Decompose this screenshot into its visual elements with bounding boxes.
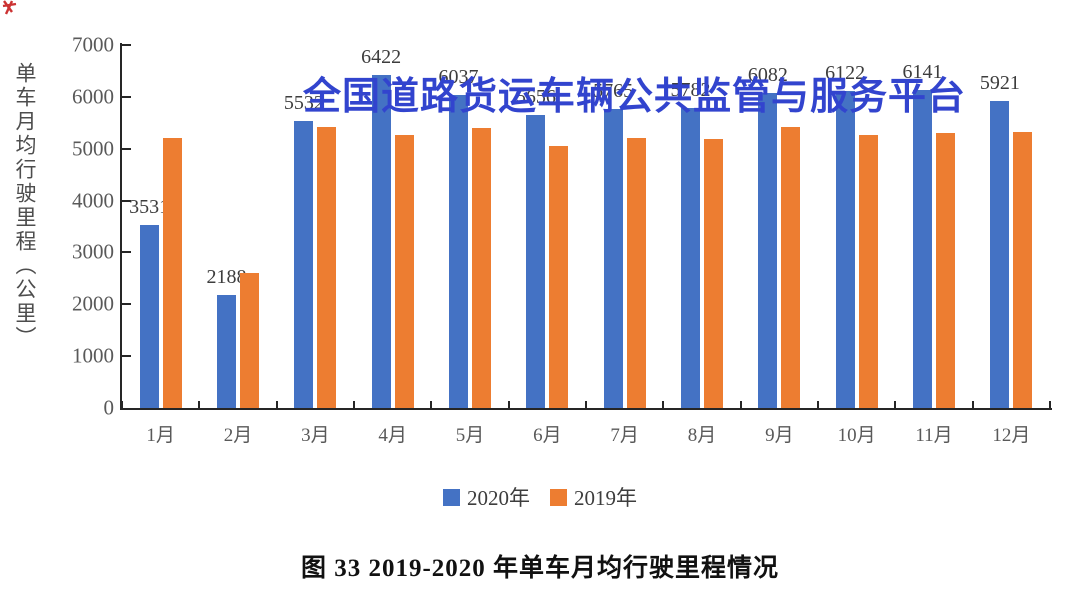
y-axis-tick-label: 3000 (72, 239, 114, 264)
data-label-2020年-6月: 5656 (515, 85, 556, 108)
bar-2020年-6月 (526, 114, 546, 408)
bar-2019年-8月 (704, 138, 723, 408)
bar-2020年-2月 (217, 294, 236, 408)
x-axis-tick (971, 401, 974, 408)
x-axis-tick (817, 401, 819, 408)
x-axis-tick (121, 401, 123, 408)
bar-2019年-12月 (1013, 132, 1033, 408)
data-label-2020年-7月: 5765 (593, 80, 634, 103)
bar-2020年-7月 (603, 109, 623, 408)
y-axis-tick (122, 147, 131, 150)
y-axis-tick (122, 44, 131, 46)
bar-2020年-1月 (139, 224, 159, 408)
bar-2019年-11月 (936, 133, 955, 408)
y-axis-tick (122, 251, 131, 254)
y-axis-tick-label: 1000 (72, 343, 114, 368)
y-axis-tick-label: 2000 (72, 291, 114, 316)
y-axis-title: 单车月均行驶里程（公里） (13, 62, 37, 350)
bar-2020年-3月 (294, 121, 314, 408)
y-axis-tick-label: 6000 (72, 84, 114, 109)
x-axis-category-label: 1月 (146, 425, 175, 446)
cropped-red-glyph-decoration (2, 0, 17, 15)
data-label-2020年-9月: 6082 (747, 63, 788, 86)
data-label-2020年-11月: 6141 (902, 60, 943, 83)
bar-2019年-7月 (626, 138, 646, 408)
data-label-2020年-5月: 6037 (438, 65, 479, 88)
y-axis-tick (122, 199, 131, 202)
bar-2019年-3月 (317, 127, 337, 408)
data-label-2020年-3月: 5532 (283, 92, 324, 115)
x-axis-tick (275, 401, 278, 408)
x-axis-tick (430, 401, 433, 408)
bar-2019年-4月 (394, 135, 414, 408)
x-axis-tick (1049, 401, 1051, 408)
x-axis-line (120, 408, 1052, 410)
data-label-2020年-1月: 3531 (129, 195, 170, 218)
x-axis-tick (894, 401, 897, 408)
x-axis-category-label: 4月 (378, 425, 407, 446)
bar-2020年-9月 (758, 92, 778, 408)
x-axis-category-label: 9月 (765, 425, 794, 446)
bar-2019年-10月 (858, 134, 878, 408)
legend-swatch-2019 (550, 488, 567, 506)
y-axis-tick (122, 303, 131, 306)
legend-item-2020: 2020年 (443, 482, 530, 512)
bar-2019年-6月 (549, 146, 569, 408)
x-axis-category-label: 7月 (610, 425, 639, 446)
y-axis-tick (122, 95, 131, 98)
data-label-2020年-10月: 6122 (825, 61, 866, 84)
chart-legend: 2020年 2019年 (0, 482, 1080, 512)
legend-swatch-2020 (443, 488, 460, 506)
x-axis-tick (739, 401, 742, 408)
x-axis-category-label: 6月 (533, 425, 562, 446)
y-axis-tick (122, 355, 131, 358)
x-axis-category-label: 2月 (223, 425, 253, 446)
legend-label-2020: 2020年 (467, 486, 530, 510)
x-axis-tick (353, 401, 355, 408)
x-axis-tick (585, 401, 587, 408)
legend-item-2019: 2019年 (550, 482, 637, 512)
y-axis-tick-label: 0 (103, 395, 115, 420)
x-axis-category-label: 5月 (455, 425, 485, 446)
x-axis-category-label: 10月 (837, 425, 876, 446)
bar-2020年-8月 (681, 108, 700, 408)
x-axis-category-label: 3月 (301, 425, 330, 446)
y-axis-line (120, 43, 122, 410)
x-axis-tick (662, 401, 665, 408)
figure-caption: 图 33 2019-2020 年单车月均行驶里程情况 (300, 555, 780, 582)
legend-label-2019: 2019年 (574, 486, 637, 510)
bar-2019年-1月 (162, 138, 182, 408)
bar-2020年-4月 (371, 74, 391, 408)
x-axis-category-label: 12月 (992, 425, 1031, 446)
bar-2020年-10月 (835, 90, 855, 408)
x-axis-category-label: 11月 (915, 425, 953, 446)
x-axis-tick (198, 401, 201, 408)
y-axis-tick-label: 4000 (72, 188, 114, 213)
data-label-2020年-8月: 5782 (670, 79, 711, 102)
bar-2020年-12月 (990, 100, 1010, 408)
y-axis-tick-label: 7000 (72, 32, 114, 57)
x-axis-category-label: 8月 (687, 425, 717, 446)
y-axis-tick-label: 5000 (72, 136, 114, 161)
bar-2020年-11月 (913, 89, 932, 408)
data-label-2020年-4月: 6422 (361, 45, 402, 68)
bar-2019年-5月 (472, 127, 491, 408)
bar-2020年-5月 (449, 94, 468, 408)
data-label-2020年-12月: 5921 (979, 71, 1020, 94)
bar-2019年-2月 (240, 273, 259, 408)
x-axis-tick (507, 401, 510, 408)
bar-2019年-9月 (781, 126, 801, 408)
watermark-text: 全国道路货运车辆公共监管与服务平台 (303, 76, 967, 118)
data-label-2020年-2月: 2188 (206, 265, 247, 288)
